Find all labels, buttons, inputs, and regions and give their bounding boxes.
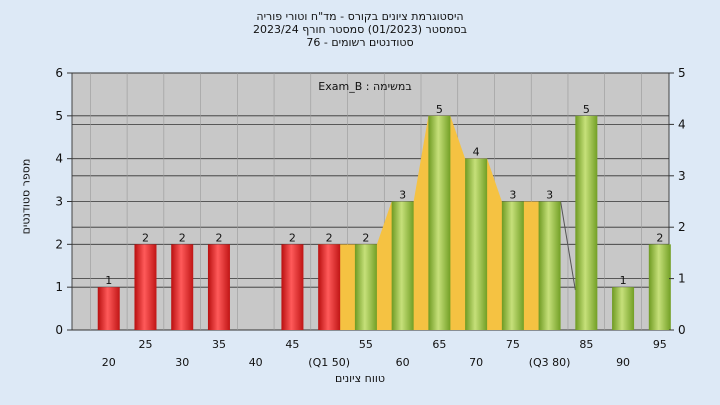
x-tick-label: 30 — [175, 356, 189, 369]
title-line-1: היסטוגרמת ציונים בקורס - מד"ח וטורי פורי… — [256, 10, 464, 23]
x-tick-label: (Q3 80) — [529, 356, 571, 369]
value-label-45: 2 — [289, 231, 296, 244]
y-tick-label: 4 — [55, 152, 63, 166]
bar-95 — [648, 244, 671, 330]
value-label-35: 2 — [215, 231, 222, 244]
x-tick-label: 90 — [616, 356, 630, 369]
y-tick-label: 0 — [55, 323, 63, 337]
value-label-20: 1 — [105, 274, 112, 287]
x-tick-label: (Q1 50) — [308, 356, 350, 369]
bar-20 — [97, 287, 120, 330]
x-tick-label: 55 — [359, 338, 373, 351]
x-tick-label: 65 — [432, 338, 446, 351]
y2-tick-label: 0 — [678, 323, 686, 337]
value-label-50: 2 — [326, 231, 333, 244]
y2-tick-label: 2 — [678, 220, 686, 234]
x-tick-label: 40 — [249, 356, 263, 369]
bar-70 — [465, 158, 488, 330]
x-tick-label: 70 — [469, 356, 483, 369]
title-line-2: בסמסטר (01/2023) סמסטר חורף 2023/24 — [253, 23, 467, 36]
value-label-30: 2 — [179, 231, 186, 244]
y2-tick-label: 4 — [678, 117, 686, 131]
value-label-80: 3 — [546, 189, 553, 202]
value-label-70: 4 — [473, 146, 480, 159]
band-edge-line — [560, 201, 576, 291]
x-tick-label: 25 — [138, 338, 152, 351]
value-label-90: 1 — [620, 274, 627, 287]
y-tick-label: 6 — [55, 66, 63, 80]
chart-title: היסטוגרמת ציונים בקורס - מד"ח וטורי פורי… — [0, 10, 720, 49]
x-axis-label: טווח ציונים — [335, 372, 385, 385]
bar-80 — [538, 201, 561, 330]
y-tick-label: 3 — [55, 195, 63, 209]
chart-annotation: במשימה : Exam_B — [318, 80, 411, 93]
y2-tick-label: 3 — [678, 169, 686, 183]
bar-45 — [281, 244, 304, 330]
x-tick-label: 85 — [579, 338, 593, 351]
bar-65 — [428, 115, 451, 330]
x-tick-label: 95 — [653, 338, 667, 351]
value-label-85: 5 — [583, 103, 590, 116]
bar-50 — [318, 244, 341, 330]
bar-60 — [391, 201, 414, 330]
x-tick-label: 75 — [506, 338, 520, 351]
value-label-55: 2 — [362, 231, 369, 244]
bar-90 — [612, 287, 635, 330]
value-label-60: 3 — [399, 189, 406, 202]
bar-30 — [171, 244, 194, 330]
y-tick-label: 5 — [55, 109, 63, 123]
value-label-25: 2 — [142, 231, 149, 244]
title-line-3: סטודנטים רשומים - 76 — [306, 36, 414, 49]
x-tick-label: 45 — [285, 338, 299, 351]
value-label-95: 2 — [656, 231, 663, 244]
y-axis-label: מספר סטודנטים — [19, 158, 33, 235]
bar-25 — [134, 244, 157, 330]
y-tick-label: 2 — [55, 237, 63, 251]
bar-55 — [354, 244, 377, 330]
x-tick-label: 60 — [396, 356, 410, 369]
bar-35 — [207, 244, 230, 330]
x-tick-label: 35 — [212, 338, 226, 351]
bar-85 — [575, 115, 598, 330]
x-tick-label: 20 — [102, 356, 116, 369]
value-label-65: 5 — [436, 103, 443, 116]
y-tick-label: 1 — [55, 280, 63, 294]
bar-75 — [501, 201, 524, 330]
value-label-75: 3 — [509, 189, 516, 202]
y2-tick-label: 5 — [678, 66, 686, 80]
y2-tick-label: 1 — [678, 272, 686, 286]
